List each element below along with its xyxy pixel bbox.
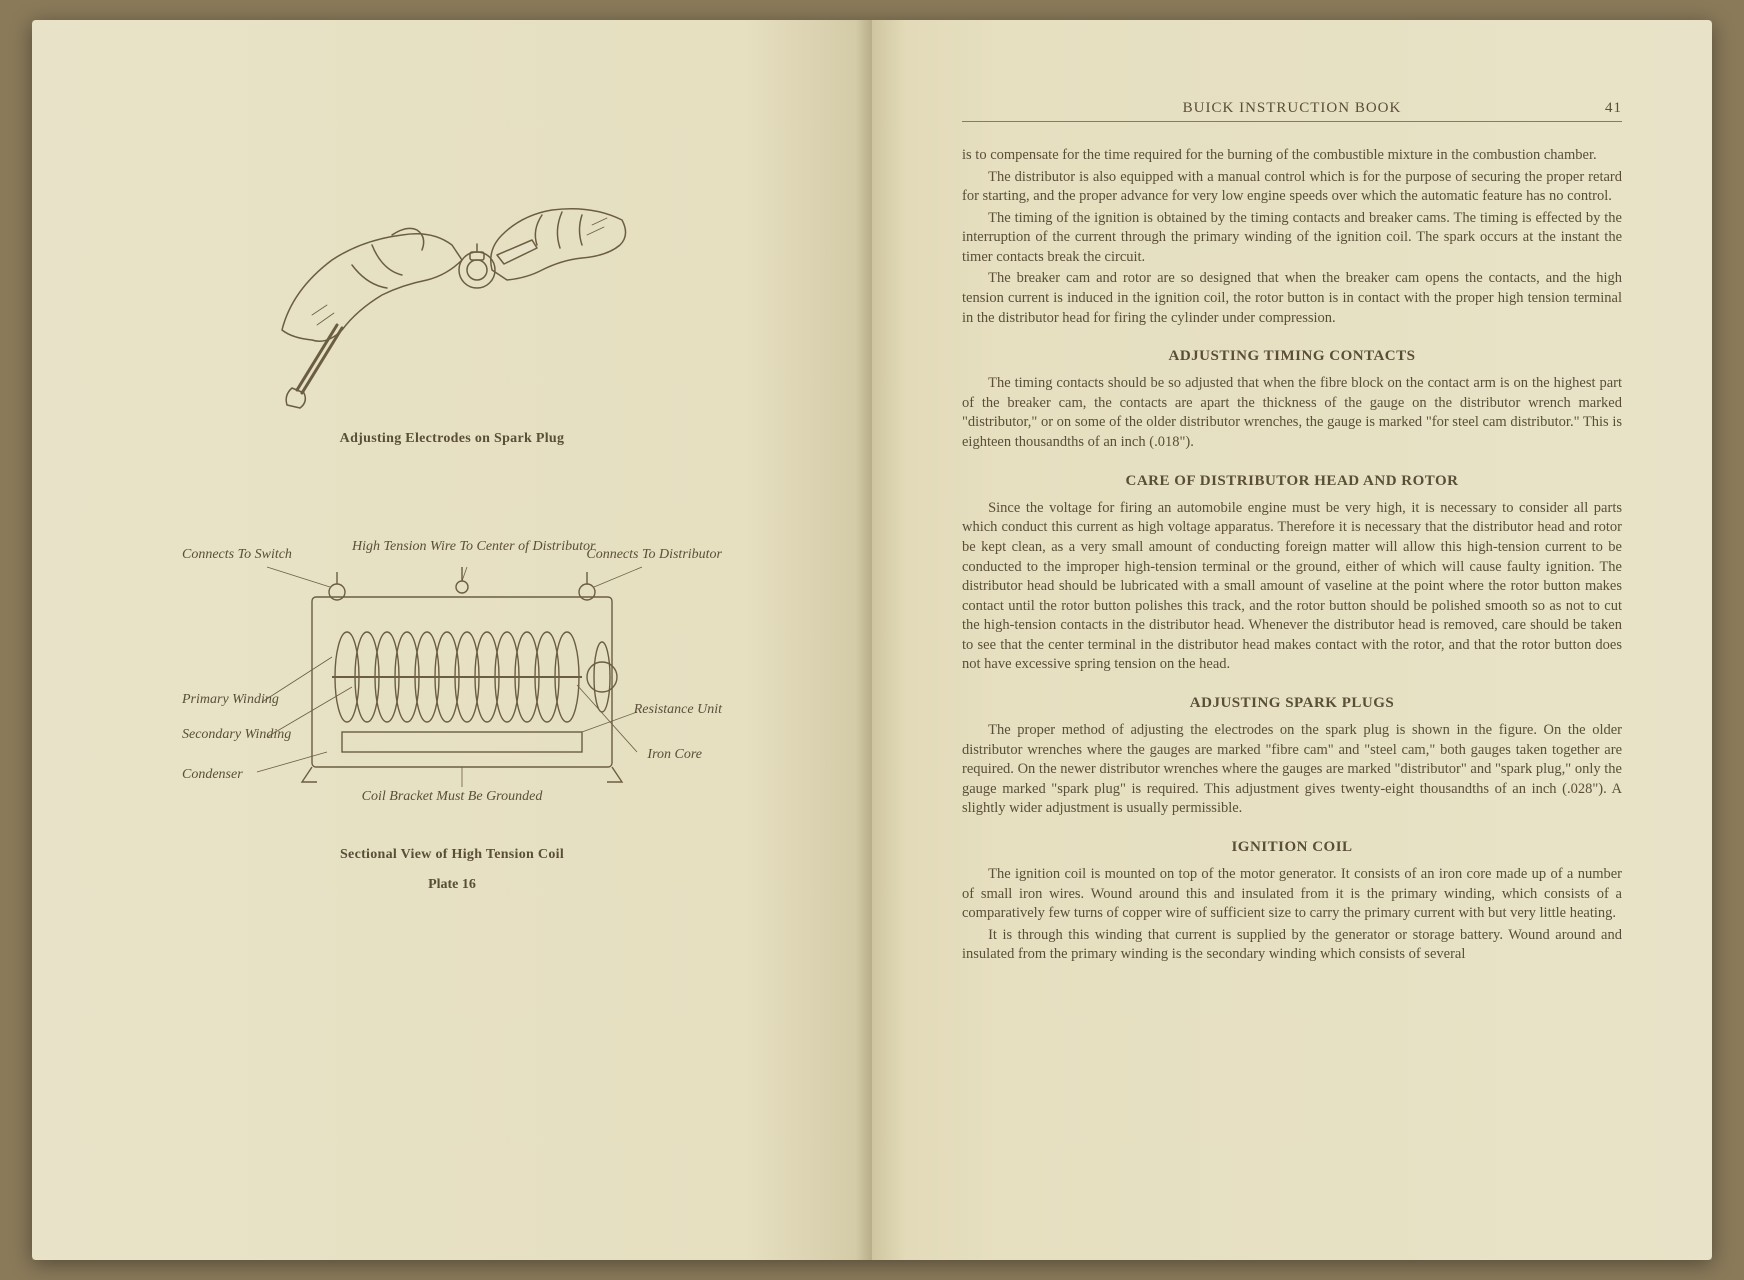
label-condenser: Condenser [182, 767, 243, 782]
s4-p2: It is through this winding that current … [962, 926, 1622, 965]
hands-illustration-icon [242, 130, 662, 410]
page-header: BUICK INSTRUCTION BOOK 41 [962, 100, 1622, 122]
heading-sparkplugs: ADJUSTING SPARK PLUGS [962, 693, 1622, 713]
figure2-plate: Plate 16 [122, 877, 782, 893]
label-connects-distributor: Connects To Distributor [586, 547, 722, 562]
book-spread: Adjusting Electrodes on Spark Plug Conne… [32, 20, 1712, 1260]
s3-p1: The proper method of adjusting the elect… [962, 721, 1622, 819]
body-text: is to compensate for the time required f… [962, 146, 1622, 965]
label-secondary: Secondary Winding [182, 727, 291, 742]
heading-ignitioncoil: IGNITION COIL [962, 837, 1622, 857]
label-primary: Primary Winding [182, 692, 279, 707]
figure1-caption: Adjusting Electrodes on Spark Plug [122, 431, 782, 447]
heading-care: CARE OF DISTRIBUTOR HEAD AND ROTOR [962, 471, 1622, 491]
s4-p1: The ignition coil is mounted on top of t… [962, 865, 1622, 924]
coil-diagram-container: Connects To Switch High Tension Wire To … [182, 537, 722, 817]
left-page: Adjusting Electrodes on Spark Plug Conne… [32, 20, 872, 1260]
label-bracket: Coil Bracket Must Be Grounded [327, 789, 577, 804]
figure-coil: Connects To Switch High Tension Wire To … [122, 537, 782, 893]
figure-spark-plug: Adjusting Electrodes on Spark Plug [122, 130, 782, 447]
label-connects-switch: Connects To Switch [182, 547, 292, 562]
figure2-caption: Sectional View of High Tension Coil [122, 847, 782, 863]
right-page: BUICK INSTRUCTION BOOK 41 is to compensa… [872, 20, 1712, 1260]
page-number: 41 [1582, 100, 1622, 117]
label-iron-core: Iron Core [647, 747, 702, 762]
para-4: The breaker cam and rotor are so designe… [962, 269, 1622, 328]
coil-diagram-icon [182, 537, 722, 817]
heading-timing: ADJUSTING TIMING CONTACTS [962, 346, 1622, 366]
para-2: The distributor is also equipped with a … [962, 168, 1622, 207]
label-high-tension: High Tension Wire To Center of Distribut… [352, 539, 552, 554]
para-3: The timing of the ignition is obtained b… [962, 209, 1622, 268]
header-title: BUICK INSTRUCTION BOOK [1002, 100, 1582, 117]
label-resistance: Resistance Unit [634, 702, 722, 717]
para-continuation: is to compensate for the time required f… [962, 146, 1622, 166]
header-spacer [962, 100, 1002, 117]
s2-p1: Since the voltage for firing an automobi… [962, 499, 1622, 675]
s1-p1: The timing contacts should be so adjuste… [962, 374, 1622, 452]
